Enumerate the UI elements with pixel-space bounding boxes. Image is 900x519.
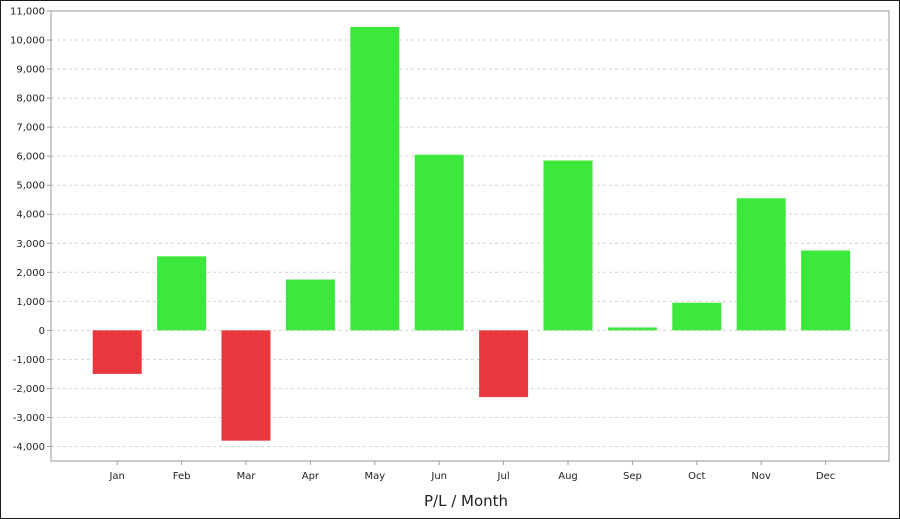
plot-border bbox=[50, 10, 890, 462]
x-tick-labels: Jan Feb Mar Apr May Jun Jul Aug Sep Oct Nov Dec bbox=[108, 471, 835, 482]
y-tick-label: 7,000 bbox=[16, 123, 45, 134]
x-tick-label: Sep bbox=[623, 471, 642, 482]
y-tick-label: 10,000 bbox=[10, 36, 45, 47]
bar-feb bbox=[157, 256, 207, 331]
x-tick-label: Mar bbox=[237, 471, 257, 482]
y-tick-label: 4,000 bbox=[16, 210, 45, 221]
y-tick-label: -4,000 bbox=[13, 442, 45, 453]
x-tick-label: Jan bbox=[108, 471, 124, 482]
bar-may bbox=[350, 26, 400, 331]
y-tick-label: -2,000 bbox=[13, 384, 45, 395]
x-axis-label: P/L / Month bbox=[424, 492, 508, 510]
y-tick-label: 3,000 bbox=[16, 239, 45, 250]
y-tick-label: 11,000 bbox=[10, 7, 45, 18]
x-tick-label: Oct bbox=[688, 471, 705, 482]
bars bbox=[92, 26, 851, 441]
y-tick-label: -1,000 bbox=[13, 355, 45, 366]
x-tick-label: Jun bbox=[430, 471, 447, 482]
y-tick-label: 8,000 bbox=[16, 94, 45, 105]
x-tick-label: Feb bbox=[173, 471, 191, 482]
bar-aug bbox=[543, 160, 593, 331]
bar-jul bbox=[479, 330, 529, 398]
x-tick-label: Aug bbox=[558, 471, 578, 482]
bar-sep bbox=[607, 327, 657, 331]
x-tick-label: Dec bbox=[816, 471, 835, 482]
y-tick-label: 1,000 bbox=[16, 297, 45, 308]
y-tick-label: -3,000 bbox=[13, 413, 45, 424]
bar-nov bbox=[736, 198, 786, 331]
bar-mar bbox=[221, 330, 271, 441]
bar-apr bbox=[285, 279, 335, 331]
bar-dec bbox=[801, 250, 851, 331]
x-tick-label: Nov bbox=[751, 471, 771, 482]
x-tick-label: Apr bbox=[302, 471, 320, 482]
y-tick-label: 9,000 bbox=[16, 65, 45, 76]
y-tick-label: 5,000 bbox=[16, 181, 45, 192]
y-tick-label: 0 bbox=[39, 326, 45, 337]
x-tick-label: Jul bbox=[497, 471, 510, 482]
y-tick-label: 6,000 bbox=[16, 152, 45, 163]
x-tick-label: May bbox=[364, 471, 385, 482]
axes bbox=[47, 10, 890, 465]
bar-jun bbox=[414, 154, 464, 331]
y-tick-label: 2,000 bbox=[16, 268, 45, 279]
bar-oct bbox=[672, 302, 722, 331]
bar-jan bbox=[92, 330, 142, 374]
y-tick-labels: 11,000 10,000 9,000 8,000 7,000 6,000 5,000 4,0… bbox=[10, 7, 45, 453]
